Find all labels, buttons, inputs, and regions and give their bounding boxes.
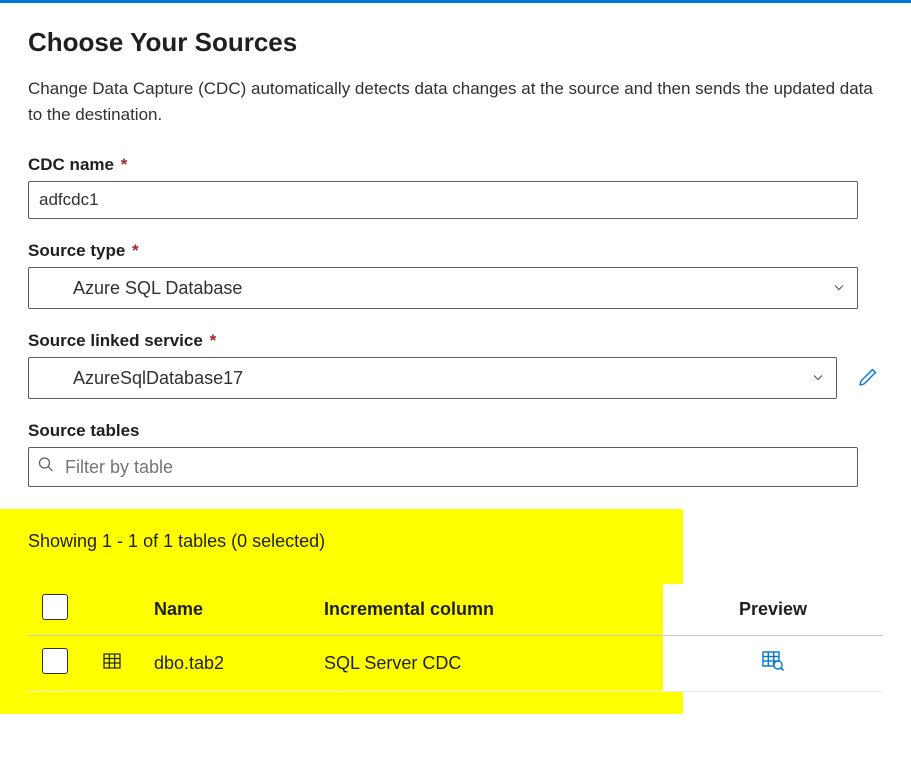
- search-icon: [38, 457, 54, 478]
- header-icon-cell: [84, 584, 140, 636]
- pencil-icon: [857, 366, 879, 388]
- linked-service-value: AzureSqlDatabase17: [73, 368, 243, 389]
- table-row[interactable]: dbo.tab2 SQL Server CDC: [28, 636, 883, 692]
- chevron-down-icon: [833, 278, 845, 299]
- field-linked-service: Source linked service * SQL AzureSqlData…: [28, 331, 883, 399]
- source-type-label-text: Source type: [28, 241, 125, 260]
- linked-service-label: Source linked service *: [28, 331, 883, 351]
- row-incremental: SQL Server CDC: [310, 636, 663, 692]
- main-content: Choose Your Sources Change Data Capture …: [0, 3, 911, 742]
- field-cdc-name: CDC name *: [28, 155, 883, 219]
- cdc-name-label-text: CDC name: [28, 155, 114, 174]
- chevron-down-icon: [812, 368, 824, 389]
- select-all-checkbox[interactable]: [42, 594, 68, 620]
- cdc-name-label: CDC name *: [28, 155, 883, 175]
- showing-count-text: Showing 1 - 1 of 1 tables (0 selected): [28, 531, 683, 552]
- tables-table: Name Incremental column Preview: [28, 584, 883, 692]
- source-tables-label-text: Source tables: [28, 421, 140, 440]
- header-preview: Preview: [663, 584, 883, 636]
- page-title: Choose Your Sources: [28, 27, 883, 58]
- header-checkbox-cell: [28, 584, 84, 636]
- page-description: Change Data Capture (CDC) automatically …: [28, 76, 883, 127]
- header-name: Name: [140, 584, 310, 636]
- row-name: dbo.tab2: [140, 636, 310, 692]
- field-source-tables: Source tables: [28, 421, 883, 487]
- table-icon: [102, 655, 122, 675]
- header-incremental: Incremental column: [310, 584, 663, 636]
- required-star-icon: *: [210, 331, 217, 350]
- tables-result-region: Showing 1 - 1 of 1 tables (0 selected) N…: [0, 509, 683, 714]
- linked-service-select[interactable]: AzureSqlDatabase17: [28, 357, 837, 399]
- preview-table-icon: [762, 651, 784, 671]
- edit-linked-service-button[interactable]: [853, 362, 883, 395]
- source-type-select[interactable]: Azure SQL Database: [28, 267, 858, 309]
- required-star-icon: *: [132, 241, 139, 260]
- required-star-icon: *: [121, 155, 128, 174]
- source-type-label: Source type *: [28, 241, 883, 261]
- source-type-select-wrap: SQL Azure SQL Database: [28, 267, 858, 309]
- cdc-name-input[interactable]: [28, 181, 858, 219]
- source-type-value: Azure SQL Database: [73, 278, 242, 299]
- row-checkbox[interactable]: [42, 648, 68, 674]
- source-tables-label: Source tables: [28, 421, 883, 441]
- linked-service-select-wrap: SQL AzureSqlDatabase17: [28, 357, 837, 399]
- preview-data-button[interactable]: [762, 655, 784, 675]
- table-header-row: Name Incremental column Preview: [28, 584, 883, 636]
- field-source-type: Source type * SQL Azure SQL Database: [28, 241, 883, 309]
- linked-service-label-text: Source linked service: [28, 331, 203, 350]
- filter-tables-input[interactable]: [28, 447, 858, 487]
